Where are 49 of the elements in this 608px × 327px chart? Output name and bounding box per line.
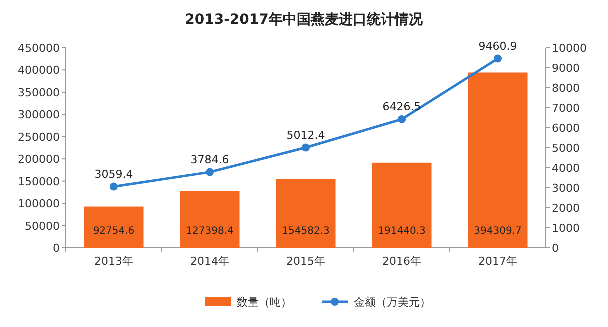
- y2-tick-label: 2000: [552, 202, 580, 215]
- data-label: 191440.3: [378, 226, 426, 237]
- y2-tick-label: 7000: [552, 102, 580, 115]
- x-tick-label: 2015年: [286, 255, 326, 268]
- point: [110, 182, 118, 191]
- bar: [276, 179, 336, 248]
- point: [494, 54, 502, 63]
- bar: [372, 162, 432, 248]
- y2-tick-label: 6000: [552, 122, 580, 135]
- bar: [180, 191, 240, 248]
- y2-tick-label: 4000: [552, 162, 580, 175]
- y-tick-label: 400000: [18, 64, 60, 78]
- bar: [468, 72, 528, 248]
- y-tick-label: 450000: [18, 42, 60, 55]
- legend-label: 数量（吨）: [237, 296, 292, 309]
- point: [302, 144, 310, 152]
- data-label: 394309.7: [474, 226, 522, 237]
- y2-tick-label: 8000: [552, 82, 580, 95]
- x-tick-label: 2013年: [94, 255, 134, 268]
- data-label: 5012.4: [286, 128, 326, 142]
- y2-tick-label: 3000: [552, 182, 580, 195]
- y-tick-label: 200000: [18, 153, 60, 166]
- legend-label: 金额（万美元）: [354, 296, 431, 309]
- y2-tick-label: 1000: [552, 222, 580, 235]
- y-tick-label: 250000: [18, 130, 60, 144]
- data-label: 3784.6: [190, 153, 230, 166]
- y-tick-label: 300000: [18, 108, 60, 122]
- data-label: 92754.6: [93, 226, 135, 237]
- x-tick-label: 2016年: [382, 255, 422, 268]
- y2-tick-label: 10000: [552, 42, 587, 55]
- bar: [84, 206, 144, 248]
- y2-tick-label: 9000: [552, 62, 580, 75]
- point: [206, 168, 214, 176]
- y-tick-label: 100000: [18, 198, 60, 211]
- data-label: 6426.5: [382, 100, 422, 114]
- x-tick-label: 2014年: [190, 255, 230, 268]
- data-label: 154582.3: [282, 226, 330, 237]
- y2-tick-label: 0: [552, 242, 559, 255]
- y-tick-label: 150000: [18, 175, 60, 188]
- y-tick-label: 0: [53, 242, 60, 255]
- data-label: 3059.4: [94, 168, 134, 181]
- y-tick-label: 350000: [18, 86, 60, 100]
- y2-tick-label: 5000: [552, 142, 580, 155]
- data-label: 127398.4: [186, 226, 234, 237]
- data-label: 9460.9: [478, 40, 518, 53]
- y-tick-label: 50000: [25, 220, 60, 233]
- point: [398, 115, 406, 124]
- x-tick-label: 2017年: [478, 255, 518, 268]
- chart-title: 2013-2017年中国燕麦进口统计情况: [185, 11, 424, 28]
